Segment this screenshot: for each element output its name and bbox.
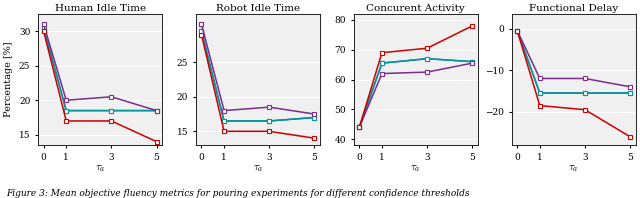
X-axis label: $\tau_a$: $\tau_a$: [253, 163, 263, 174]
Y-axis label: Percentage [%]: Percentage [%]: [4, 42, 13, 117]
X-axis label: $\tau_a$: $\tau_a$: [95, 163, 106, 174]
Title: Human Idle Time: Human Idle Time: [54, 4, 146, 13]
X-axis label: $\tau_a$: $\tau_a$: [568, 163, 579, 174]
Title: Functional Delay: Functional Delay: [529, 4, 618, 13]
Title: Robot Idle Time: Robot Idle Time: [216, 4, 300, 13]
Title: Concurent Activity: Concurent Activity: [367, 4, 465, 13]
Text: Figure 3: Mean objective fluency metrics for pouring experiments for different c: Figure 3: Mean objective fluency metrics…: [6, 189, 470, 198]
X-axis label: $\tau_a$: $\tau_a$: [410, 163, 421, 174]
